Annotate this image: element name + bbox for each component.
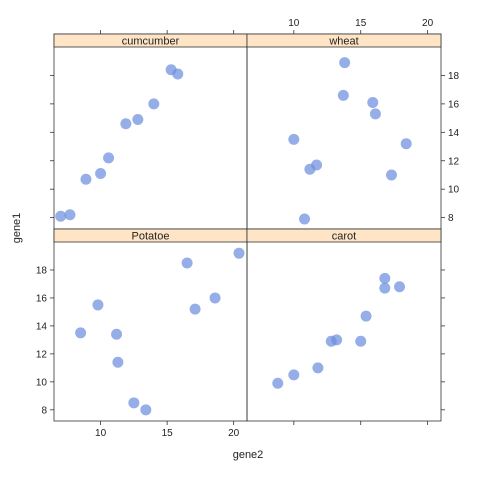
panel-frame-cumcumber — [53, 33, 248, 230]
data-point-wheat — [367, 96, 379, 108]
panel-strip-carot — [246, 228, 442, 243]
data-point-cumcumber — [120, 118, 132, 130]
data-point-cumcumber — [172, 68, 184, 80]
panel-frame-carot — [246, 228, 442, 422]
y-tick-label: 8 — [41, 405, 47, 416]
data-point-wheat — [369, 108, 381, 120]
data-point-carot — [312, 362, 324, 374]
x-tick-label: 15 — [355, 18, 367, 29]
data-point-cumcumber — [148, 98, 160, 110]
y-axis-title: gene1 — [11, 213, 23, 244]
data-point-wheat — [385, 169, 397, 181]
data-point-cumcumber — [80, 173, 92, 185]
panel-strip-label: cumcumber — [122, 36, 180, 48]
y-tick-label: 10 — [36, 377, 48, 388]
data-point-Potatoe — [75, 327, 87, 339]
data-point-carot — [394, 281, 406, 293]
data-point-Potatoe — [128, 397, 140, 409]
data-point-Potatoe — [209, 292, 221, 304]
data-point-Potatoe — [111, 328, 123, 340]
data-point-Potatoe — [189, 303, 201, 315]
panel-strip-label: carot — [332, 231, 356, 243]
data-point-Potatoe — [233, 247, 245, 259]
x-axis-title: gene2 — [233, 449, 264, 461]
y-tick-label: 8 — [448, 213, 454, 224]
data-point-carot — [288, 369, 300, 381]
data-point-cumcumber — [55, 210, 67, 222]
x-tick-label: 20 — [422, 18, 434, 29]
y-tick-label: 14 — [36, 321, 48, 332]
x-tick-label: 15 — [162, 428, 174, 439]
x-tick-label: 20 — [228, 428, 240, 439]
data-point-wheat — [299, 213, 311, 225]
data-point-Potatoe — [92, 299, 104, 311]
y-tick-label: 16 — [448, 99, 460, 110]
data-point-carot — [355, 335, 367, 347]
panel-strip-label: wheat — [328, 36, 358, 48]
x-tick-label: 10 — [288, 18, 300, 29]
y-tick-label: 10 — [448, 185, 460, 196]
data-point-wheat — [339, 57, 351, 69]
data-point-carot — [331, 334, 343, 346]
data-point-wheat — [337, 89, 349, 101]
data-point-cumcumber — [64, 209, 76, 221]
data-point-cumcumber — [103, 152, 115, 164]
panel-strip-wheat — [246, 33, 442, 48]
data-point-Potatoe — [140, 404, 152, 416]
y-tick-label: 12 — [448, 156, 460, 167]
y-tick-label: 12 — [36, 349, 48, 360]
data-point-wheat — [288, 133, 300, 145]
data-point-wheat — [400, 138, 412, 150]
y-tick-label: 18 — [36, 265, 48, 276]
data-point-wheat — [311, 159, 323, 171]
data-point-Potatoe — [112, 356, 124, 368]
data-point-cumcumber — [95, 168, 107, 180]
data-point-carot — [272, 377, 284, 389]
data-point-Potatoe — [181, 257, 193, 269]
data-point-carot — [379, 272, 391, 284]
data-point-carot — [360, 310, 372, 322]
y-tick-label: 18 — [448, 71, 460, 82]
data-point-cumcumber — [132, 114, 144, 126]
x-tick-label: 10 — [95, 428, 107, 439]
y-tick-label: 16 — [36, 293, 48, 304]
panel-frame-Potatoe — [53, 228, 248, 422]
y-tick-label: 14 — [448, 128, 460, 139]
data-point-carot — [379, 282, 391, 294]
panel-strip-label: Potatoe — [132, 231, 170, 243]
